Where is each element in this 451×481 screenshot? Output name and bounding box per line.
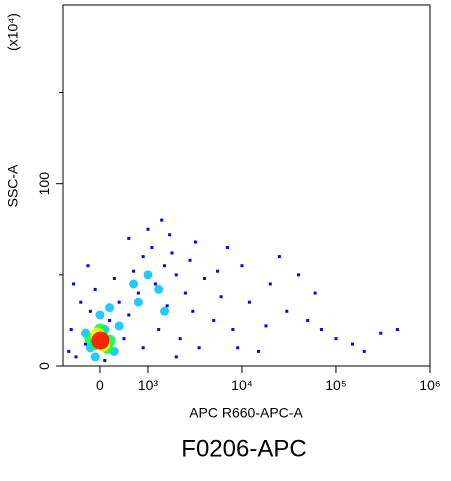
point — [150, 245, 154, 249]
point — [72, 282, 76, 286]
point — [197, 346, 201, 350]
point — [191, 309, 195, 313]
x-tick-label: 10⁵ — [325, 377, 346, 393]
point — [313, 291, 317, 295]
point — [133, 297, 143, 307]
point — [122, 337, 126, 341]
point — [129, 279, 139, 289]
point — [236, 346, 240, 350]
point — [153, 282, 157, 286]
point — [183, 291, 187, 295]
point — [351, 342, 355, 346]
point — [154, 284, 164, 294]
point — [86, 264, 90, 268]
point — [216, 269, 220, 273]
point — [93, 287, 97, 291]
point — [160, 306, 170, 316]
point — [141, 255, 145, 259]
point — [170, 251, 174, 255]
point — [117, 300, 121, 304]
point — [160, 218, 164, 222]
y-multiplier: (x10⁴) — [5, 13, 21, 51]
point — [306, 318, 310, 322]
point — [334, 337, 338, 341]
point — [268, 282, 272, 286]
point — [127, 313, 131, 317]
point — [103, 359, 107, 363]
x-tick-label: 10³ — [138, 377, 159, 393]
point — [157, 328, 161, 332]
point — [91, 331, 110, 350]
point — [174, 355, 178, 359]
x-tick-label: 10⁶ — [419, 377, 440, 393]
point — [264, 324, 268, 328]
point — [132, 269, 136, 273]
point — [212, 318, 216, 322]
point — [188, 258, 192, 262]
point — [90, 352, 100, 362]
point — [88, 309, 92, 313]
plot-frame — [62, 4, 431, 367]
point — [362, 349, 366, 353]
x-tick-label: 10⁴ — [231, 377, 253, 393]
point — [143, 270, 153, 280]
chart-title: F0206-APC — [181, 435, 306, 462]
point — [395, 328, 399, 332]
point — [69, 328, 73, 332]
point — [203, 276, 207, 280]
point — [108, 318, 112, 322]
point — [95, 310, 105, 320]
point — [257, 349, 261, 353]
point — [84, 342, 88, 346]
point — [297, 273, 301, 277]
point — [379, 331, 383, 335]
point — [231, 328, 235, 332]
point — [67, 349, 71, 353]
point — [136, 291, 140, 295]
point — [163, 264, 167, 268]
point — [247, 300, 251, 304]
point — [141, 346, 145, 350]
x-axis-label: APC R660-APC-A — [189, 405, 303, 421]
y-tick-label: 0 — [36, 362, 52, 370]
point — [165, 304, 169, 308]
point — [277, 255, 281, 259]
point — [114, 321, 124, 331]
point — [178, 337, 182, 341]
point — [285, 309, 289, 313]
point — [174, 273, 178, 277]
point — [112, 276, 116, 280]
point — [225, 245, 229, 249]
point — [193, 240, 197, 244]
point — [240, 264, 244, 268]
y-tick-label: 100 — [36, 172, 52, 196]
point — [319, 328, 323, 332]
y-axis-label: SSC-A — [5, 164, 21, 207]
point — [168, 233, 172, 237]
x-tick-label: 0 — [96, 377, 104, 393]
point — [146, 227, 150, 231]
point — [74, 355, 78, 359]
point — [105, 303, 115, 313]
point — [127, 236, 131, 240]
point — [219, 295, 223, 299]
point — [79, 300, 83, 304]
